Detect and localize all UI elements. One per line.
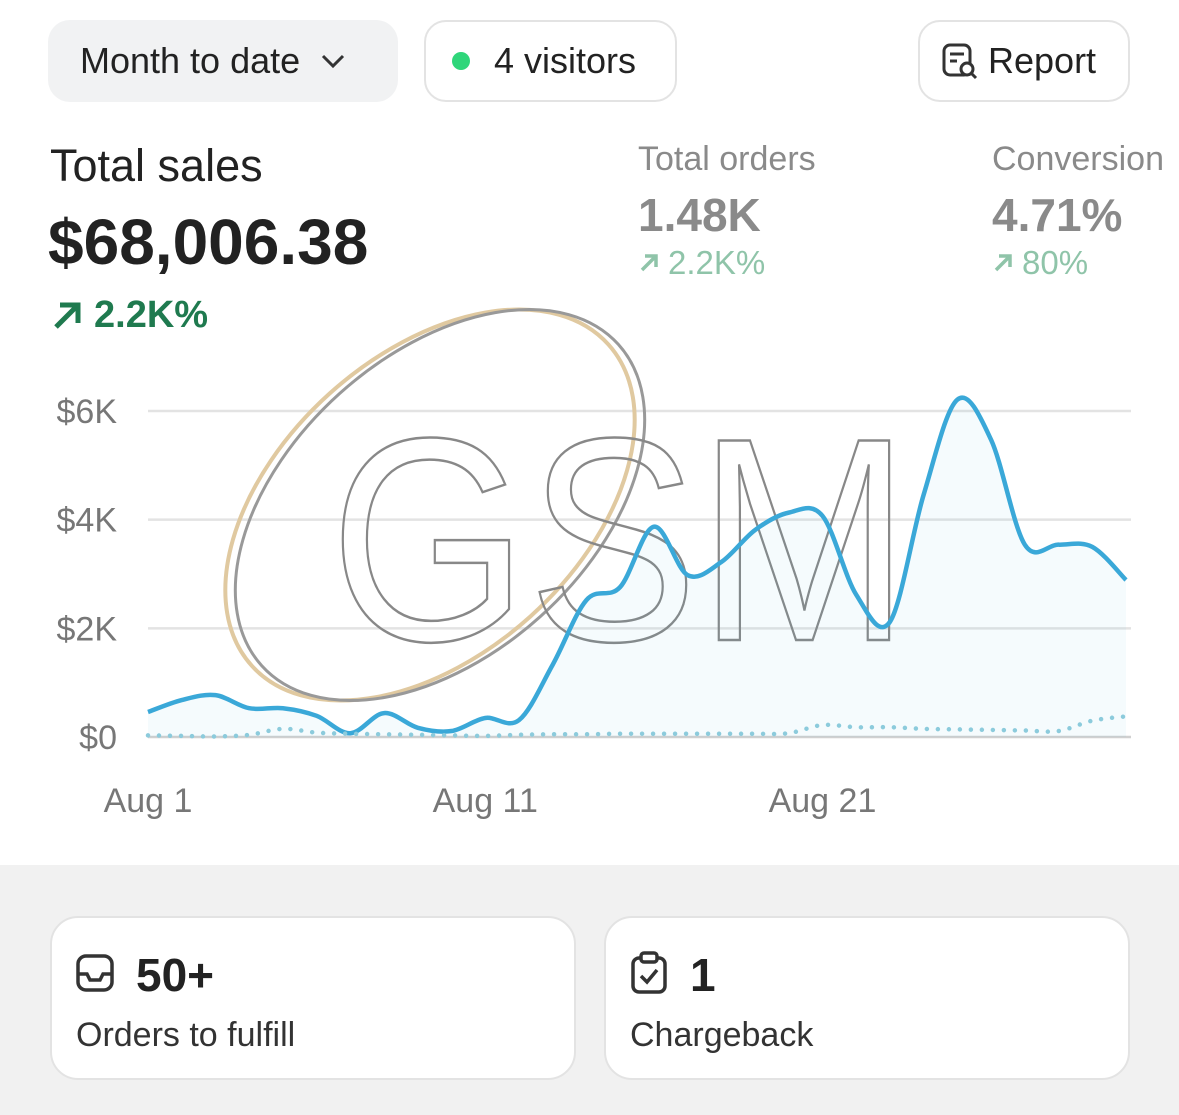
metric-change: 80% [992,244,1088,282]
inbox-icon [76,954,114,992]
card[interactable]: 50+ Orders to fulfill [50,916,576,1080]
y-tick-label: $0 [79,719,117,757]
metric-value: $68,006.38 [48,206,369,278]
cards-area: 50+ Orders to fulfill 1 Chargeback [0,865,1179,1115]
x-tick-label: Aug 1 [104,782,193,820]
metric-change: 2.2K% [638,244,765,282]
card-value: 50+ [136,949,215,1001]
live-dot [452,52,470,70]
x-tick-label: Aug 21 [769,782,877,820]
metric-change-text: 2.2K% [668,244,766,281]
watermark-text: GSM [330,378,910,702]
area [148,397,1126,737]
report-button[interactable]: Report [918,20,1130,102]
metric-change-text: 80% [1022,244,1089,281]
metric-change-text: 2.2K% [94,294,209,336]
up-arrow [54,302,81,329]
period-select[interactable]: Month to date [48,20,398,102]
chevron [322,54,345,69]
y-tick-label: $6K [57,393,118,431]
metric-label: Conversion [992,140,1164,178]
metric-change: 2.2K% [50,294,208,337]
line [145,714,1129,739]
up-arrow [640,254,658,272]
x-tick-label: Aug 11 [433,782,538,820]
metric-label: Total sales [50,140,263,191]
clipboard-icon [631,951,667,994]
report-icon [942,43,978,80]
watermark: GSM [223,307,911,703]
up-arrow [994,254,1012,272]
period-label: Month to date [80,40,301,81]
chart: $0 $2K $4K $6K GSM Aug 1 Aug 11 Aug 21 [57,307,1131,820]
line [147,395,1128,736]
card-label: Chargeback [630,1016,814,1054]
visitors-label: 4 visitors [494,40,637,81]
card-value: 1 [690,949,716,1001]
y-tick-label: $2K [57,610,118,648]
report-label: Report [988,40,1097,81]
card[interactable]: 1 Chargeback [604,916,1130,1080]
metric-label: Total orders [638,140,816,178]
y-tick-label: $4K [57,502,118,540]
metric-value: 1.48K [638,189,761,241]
card-label: Orders to fulfill [76,1016,296,1054]
visitors-button[interactable]: 4 visitors [424,20,677,102]
metric-value: 4.71% [992,189,1123,241]
